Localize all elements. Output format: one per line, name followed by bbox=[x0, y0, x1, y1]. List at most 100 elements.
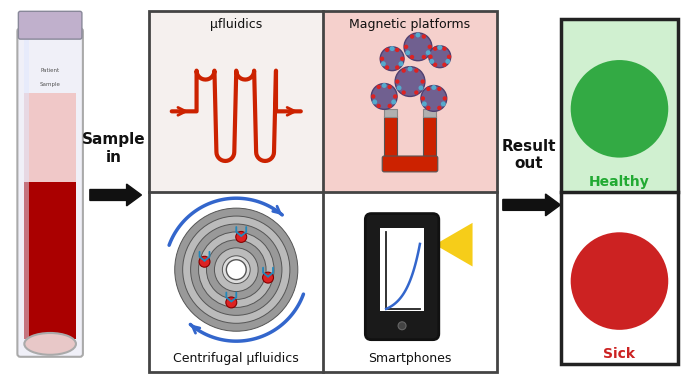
Circle shape bbox=[437, 87, 442, 91]
FancyArrow shape bbox=[503, 194, 560, 216]
Circle shape bbox=[421, 96, 425, 101]
Circle shape bbox=[399, 61, 403, 66]
Text: Patient: Patient bbox=[40, 69, 60, 74]
Bar bbox=[149, 11, 497, 372]
Circle shape bbox=[571, 232, 669, 330]
Bar bbox=[562, 192, 677, 364]
Bar bbox=[380, 229, 424, 311]
Bar bbox=[423, 116, 436, 158]
Circle shape bbox=[175, 208, 298, 331]
Text: Healthy: Healthy bbox=[589, 175, 650, 188]
Circle shape bbox=[395, 67, 425, 97]
Circle shape bbox=[199, 256, 210, 267]
Circle shape bbox=[416, 33, 421, 38]
Circle shape bbox=[404, 45, 408, 49]
Circle shape bbox=[426, 87, 431, 91]
Bar bbox=[562, 19, 677, 364]
Circle shape bbox=[426, 106, 431, 110]
Circle shape bbox=[427, 45, 432, 49]
Circle shape bbox=[429, 46, 451, 68]
Circle shape bbox=[419, 85, 423, 90]
Circle shape bbox=[398, 322, 406, 330]
Circle shape bbox=[262, 272, 273, 283]
Circle shape bbox=[199, 232, 274, 308]
Bar bbox=[25, 33, 29, 344]
Circle shape bbox=[433, 62, 437, 67]
Bar bbox=[384, 110, 397, 117]
Circle shape bbox=[393, 94, 397, 99]
Bar bbox=[384, 116, 397, 158]
FancyBboxPatch shape bbox=[365, 214, 439, 340]
Circle shape bbox=[447, 54, 451, 59]
Circle shape bbox=[371, 94, 375, 99]
Circle shape bbox=[226, 260, 246, 280]
Circle shape bbox=[401, 69, 406, 73]
Circle shape bbox=[414, 69, 419, 73]
Text: Centrifugal μfluidics: Centrifugal μfluidics bbox=[173, 352, 299, 365]
Circle shape bbox=[432, 85, 436, 90]
Circle shape bbox=[395, 65, 399, 70]
Circle shape bbox=[214, 248, 258, 291]
Circle shape bbox=[441, 101, 446, 106]
Text: Magnetic platforms: Magnetic platforms bbox=[349, 18, 471, 31]
Circle shape bbox=[388, 85, 392, 89]
Circle shape bbox=[381, 61, 386, 66]
Circle shape bbox=[422, 101, 427, 106]
Circle shape bbox=[226, 297, 237, 308]
Circle shape bbox=[379, 57, 384, 61]
Circle shape bbox=[395, 48, 399, 52]
Circle shape bbox=[190, 224, 282, 315]
Bar bbox=[562, 19, 677, 192]
Circle shape bbox=[428, 54, 433, 59]
Text: μfluidics: μfluidics bbox=[210, 18, 262, 31]
Bar bbox=[423, 110, 436, 117]
Circle shape bbox=[422, 34, 426, 39]
Circle shape bbox=[429, 59, 434, 64]
Circle shape bbox=[183, 216, 290, 323]
Bar bbox=[323, 192, 497, 372]
Circle shape bbox=[414, 90, 419, 95]
Circle shape bbox=[377, 104, 381, 108]
Circle shape bbox=[443, 62, 447, 67]
FancyArrow shape bbox=[90, 184, 142, 206]
Circle shape bbox=[410, 34, 414, 39]
Text: Smartphones: Smartphones bbox=[369, 352, 451, 365]
FancyBboxPatch shape bbox=[17, 28, 83, 357]
Circle shape bbox=[400, 57, 404, 61]
Bar bbox=[149, 192, 323, 372]
Circle shape bbox=[406, 50, 410, 55]
Circle shape bbox=[390, 46, 395, 51]
Circle shape bbox=[385, 48, 389, 52]
Circle shape bbox=[421, 79, 425, 84]
Ellipse shape bbox=[25, 333, 76, 355]
Bar bbox=[323, 11, 497, 192]
Circle shape bbox=[377, 85, 381, 89]
Circle shape bbox=[372, 100, 377, 105]
Circle shape bbox=[443, 46, 447, 51]
Circle shape bbox=[391, 100, 396, 105]
Text: Sample
in: Sample in bbox=[82, 132, 145, 165]
Circle shape bbox=[223, 256, 250, 283]
Circle shape bbox=[236, 231, 247, 242]
Circle shape bbox=[385, 65, 389, 70]
Circle shape bbox=[571, 60, 669, 158]
Text: Sick: Sick bbox=[603, 347, 636, 361]
Circle shape bbox=[206, 240, 266, 300]
Circle shape bbox=[388, 104, 392, 108]
Circle shape bbox=[443, 96, 447, 101]
Circle shape bbox=[382, 83, 386, 88]
Circle shape bbox=[421, 85, 447, 111]
Text: Result
out: Result out bbox=[501, 139, 556, 172]
Bar bbox=[149, 11, 323, 192]
Circle shape bbox=[395, 79, 399, 84]
Circle shape bbox=[422, 55, 426, 59]
Circle shape bbox=[401, 90, 406, 95]
Circle shape bbox=[408, 66, 412, 71]
Circle shape bbox=[371, 83, 397, 110]
FancyBboxPatch shape bbox=[18, 11, 82, 39]
Circle shape bbox=[433, 46, 437, 51]
FancyBboxPatch shape bbox=[382, 156, 438, 172]
Circle shape bbox=[410, 55, 414, 59]
Circle shape bbox=[380, 47, 404, 70]
Circle shape bbox=[425, 50, 431, 55]
